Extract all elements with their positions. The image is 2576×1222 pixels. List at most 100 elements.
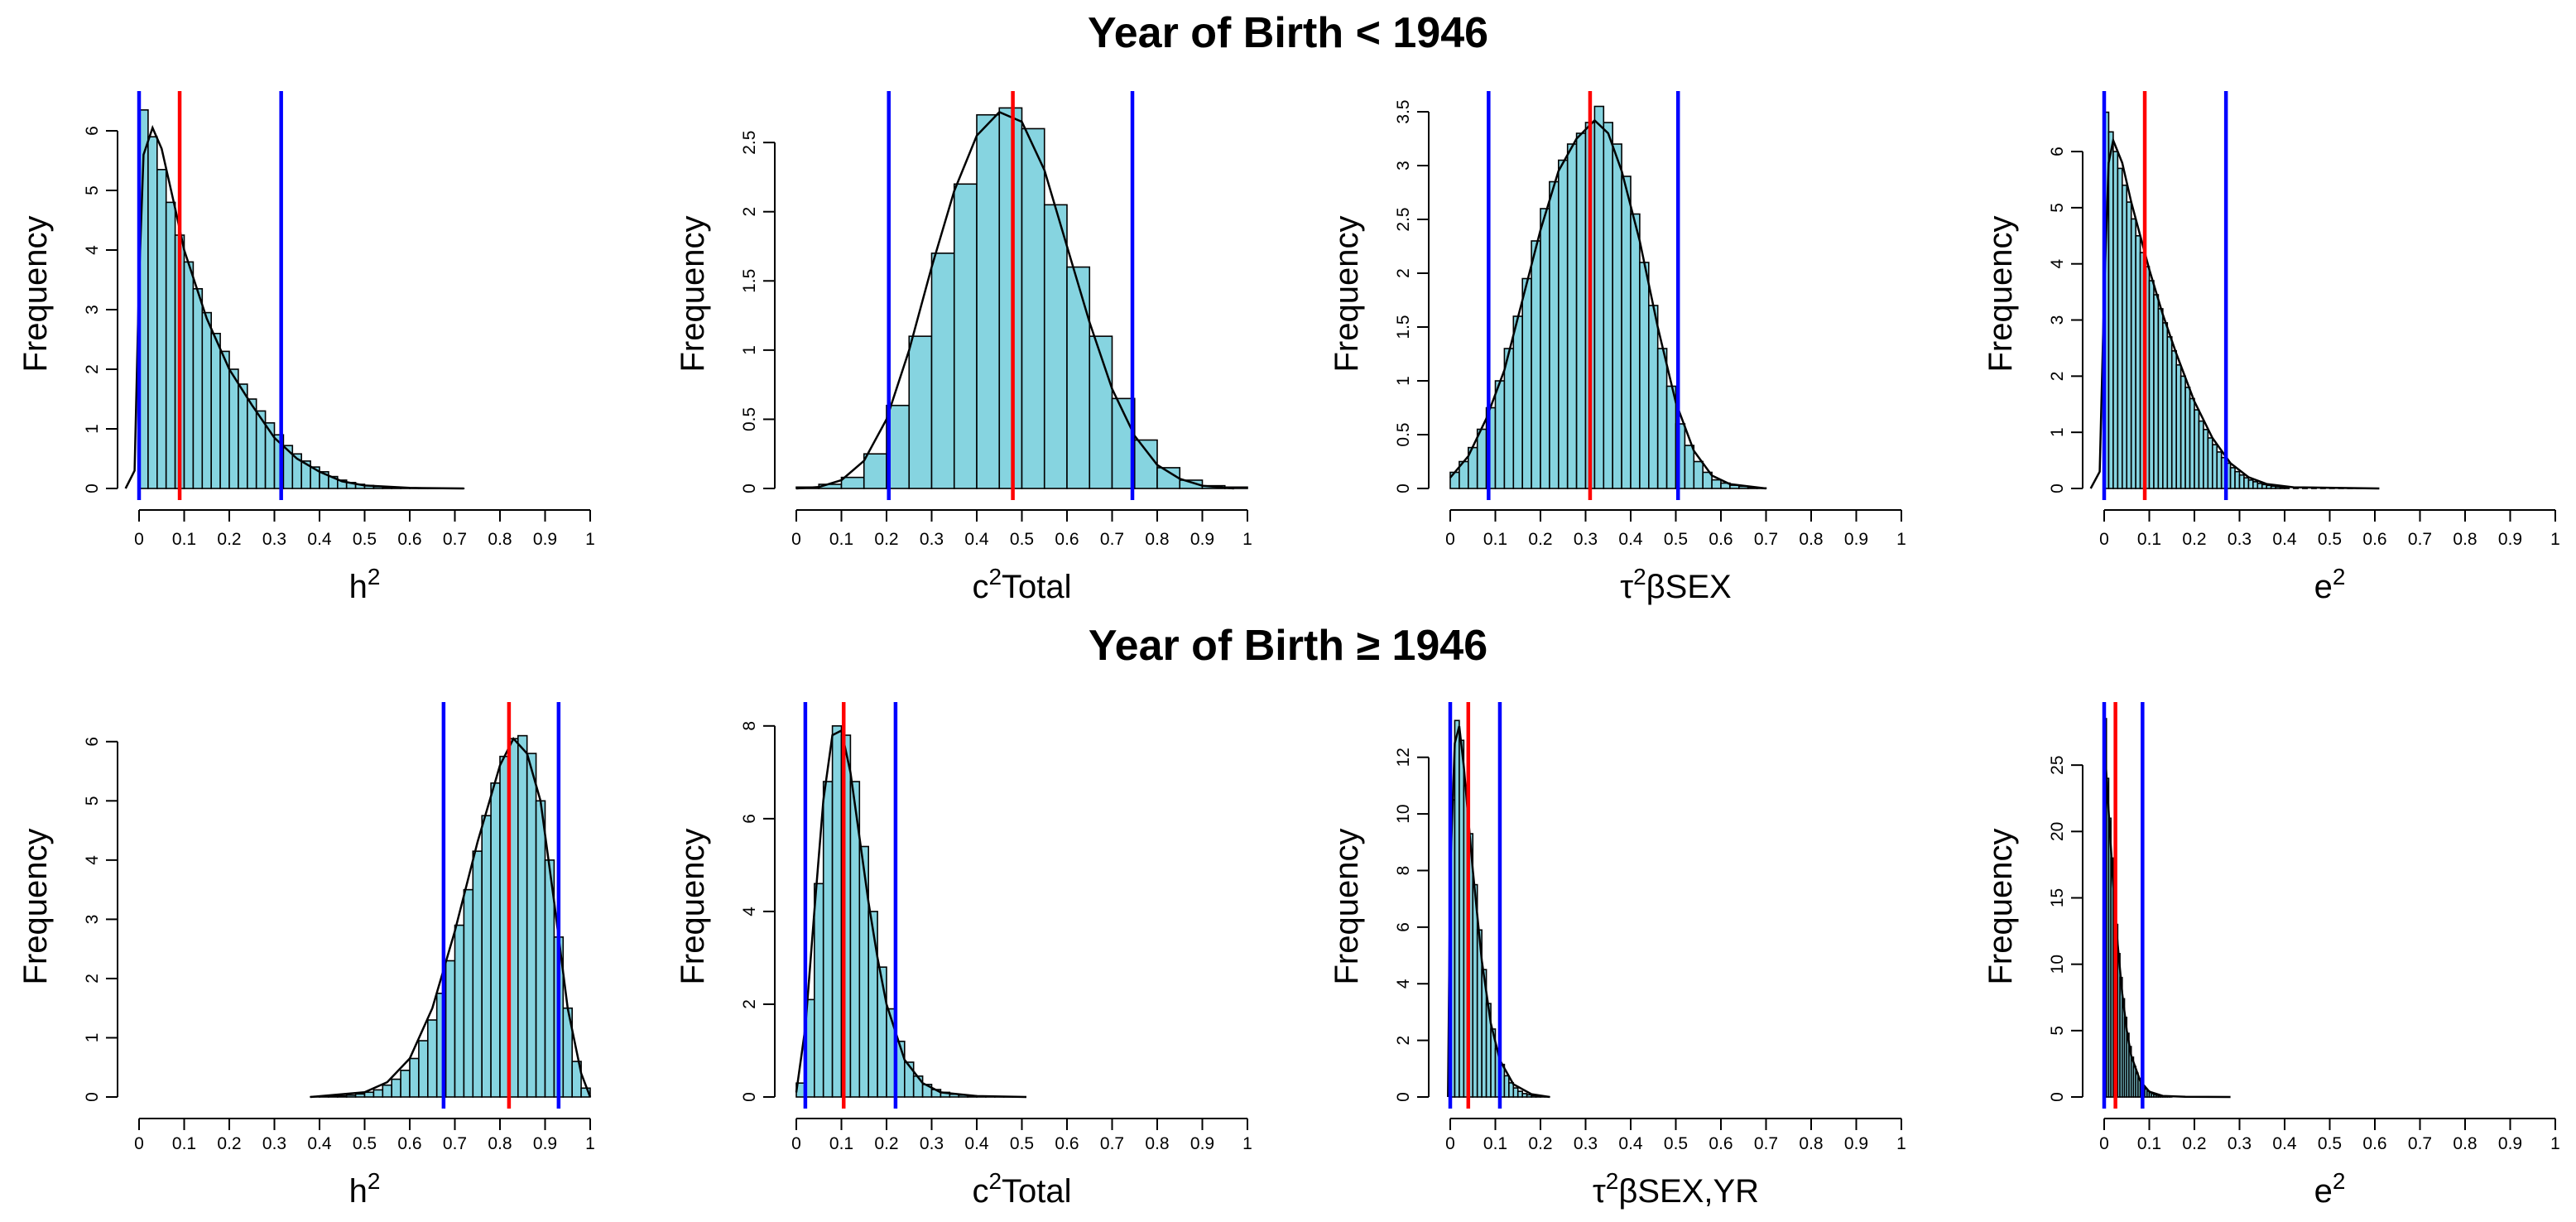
histogram-bar (246, 398, 257, 489)
histogram-bar (472, 850, 483, 1098)
x-tick-label: 0.2 (1528, 530, 1552, 549)
histogram-bar (2275, 486, 2281, 489)
histogram-bar (1630, 213, 1641, 489)
histogram-bar (363, 1091, 375, 1098)
histogram-bar (1476, 428, 1487, 489)
y-tick-label: 0 (1394, 484, 1413, 493)
histogram-bar (535, 800, 546, 1098)
histogram-bar (156, 169, 167, 489)
histogram-bar (481, 815, 492, 1098)
y-tick-label: 4 (2048, 259, 2067, 269)
x-tick-label: 0 (134, 1134, 144, 1153)
histogram-bar (840, 476, 865, 489)
y-tick-label: 10 (2048, 955, 2067, 974)
y-tick-label: 2.5 (740, 131, 759, 155)
y-tick-label: 6 (83, 126, 102, 136)
histogram-bar (930, 253, 955, 489)
y-tick-label: 0 (1394, 1092, 1413, 1102)
x-tick-label: 0.9 (533, 1134, 557, 1153)
histogram-bar (2216, 451, 2223, 489)
histogram-bar (192, 287, 204, 489)
x-axis-label: h2 (349, 1168, 381, 1210)
histogram-bar (1454, 719, 1460, 1098)
x-tick-label: 0.8 (1145, 530, 1169, 549)
histogram-bar (1531, 240, 1541, 489)
histogram-bar (831, 725, 843, 1098)
histogram-bar (580, 1087, 591, 1098)
x-tick-label: 0.9 (1844, 530, 1868, 549)
histogram-bar (1503, 348, 1515, 489)
histogram-bar (1459, 739, 1465, 1098)
histogram-bar (463, 888, 474, 1098)
histogram-bar (445, 960, 456, 1098)
histogram-bar (2198, 420, 2204, 489)
histogram-bar (2194, 409, 2200, 489)
histogram-bar (1665, 385, 1677, 489)
x-tick-label: 0.5 (2318, 1134, 2342, 1153)
histogram-bar (2126, 201, 2132, 489)
y-tick-label: 2 (1394, 1036, 1413, 1046)
histogram-bar (904, 1061, 915, 1098)
histogram-bar (2170, 350, 2177, 489)
y-tick-label: 5 (83, 796, 102, 806)
x-tick-label: 0.4 (964, 1134, 989, 1153)
x-tick-label: 0.3 (262, 1134, 286, 1153)
y-tick-label: 5 (2048, 1026, 2067, 1036)
x-tick-label: 0.1 (829, 1134, 853, 1153)
histogram-bar (1558, 159, 1569, 489)
x-tick-label: 0.9 (2498, 530, 2522, 549)
y-tick-label: 2.5 (1394, 207, 1413, 231)
y-tick-label: 6 (2048, 147, 2067, 156)
histogram-bar (418, 1040, 429, 1098)
panel-1-2: 0 0.1 0.2 0.3 0.4 0.5 0.6 0.7 0.8 0.9 1024681012Fr… (1329, 702, 1906, 1210)
histogram-bar (912, 1075, 924, 1098)
x-tick-label: 0.9 (1844, 1134, 1868, 1153)
histogram-bar (336, 1095, 348, 1098)
x-tick-label: 0.5 (1010, 530, 1034, 549)
y-tick-label: 4 (1394, 979, 1413, 989)
y-tick-label: 6 (740, 814, 759, 824)
x-tick-label: 1 (1896, 530, 1906, 549)
x-tick-label: 0 (791, 1134, 801, 1153)
histogram-bar (2175, 363, 2182, 489)
histogram-bar (2243, 477, 2250, 489)
histogram-bar (1179, 479, 1204, 489)
histogram-bar (382, 1084, 392, 1098)
x-tick-label: 0.2 (874, 530, 898, 549)
density-curve (795, 729, 1027, 1099)
y-axis-label: Frequency (1329, 829, 1365, 985)
histogram-bar (1693, 460, 1704, 489)
y-tick-label: 1.5 (740, 269, 759, 293)
histogram-bar (1593, 105, 1605, 489)
x-tick-label: 0.7 (443, 1134, 467, 1153)
histogram-bar (238, 383, 248, 489)
x-tick-label: 0.4 (2272, 530, 2297, 549)
histogram-bar (2166, 336, 2173, 489)
x-tick-label: 0.2 (217, 1134, 241, 1153)
x-tick-label: 0.7 (1100, 530, 1124, 549)
x-tick-label: 0.5 (1664, 1134, 1688, 1153)
x-tick-label: 0.1 (172, 1134, 196, 1153)
row-title-top: Year of Birth < 1946 (1087, 9, 1489, 57)
y-axis-label: Frequency (17, 216, 54, 373)
x-tick-label: 0.6 (1709, 1134, 1733, 1153)
histogram-bar (147, 136, 158, 489)
y-tick-label: 25 (2048, 755, 2067, 774)
x-tick-label: 0 (134, 530, 144, 549)
histogram-bar (1521, 1093, 1528, 1098)
y-tick-label: 0 (83, 1092, 102, 1102)
histogram-bar (1656, 348, 1668, 489)
histogram-bar (1066, 266, 1091, 489)
x-tick-label: 1 (1242, 1134, 1252, 1153)
y-tick-label: 2 (740, 999, 759, 1009)
histogram-bar (2130, 218, 2136, 489)
histogram-bar (2203, 428, 2209, 489)
density-curve (124, 124, 464, 490)
x-tick-label: 0.3 (2228, 1134, 2252, 1153)
x-tick-label: 0.6 (1055, 1134, 1079, 1153)
y-tick-label: 10 (1394, 804, 1413, 823)
histogram-bar (1540, 208, 1550, 489)
x-tick-label: 0 (2099, 1134, 2109, 1153)
y-tick-label: 20 (2048, 822, 2067, 841)
